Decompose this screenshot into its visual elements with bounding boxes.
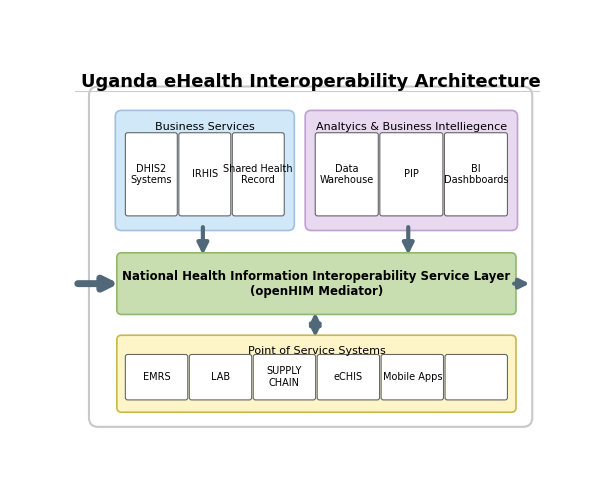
Text: LAB: LAB [211,372,230,382]
FancyBboxPatch shape [253,354,316,400]
Text: eCHIS: eCHIS [334,372,363,382]
FancyBboxPatch shape [232,133,284,216]
Text: SUPPLY
CHAIN: SUPPLY CHAIN [267,367,302,388]
FancyBboxPatch shape [89,87,532,427]
FancyBboxPatch shape [305,110,518,230]
Text: Business Services: Business Services [155,122,254,132]
FancyBboxPatch shape [317,354,380,400]
FancyBboxPatch shape [115,110,295,230]
Text: National Health Information Interoperability Service Layer
(openHIM Mediator): National Health Information Interoperabi… [122,270,511,297]
Text: Shared Health
Record: Shared Health Record [223,164,293,185]
FancyBboxPatch shape [190,354,252,400]
Text: DHIS2
Systems: DHIS2 Systems [131,164,172,185]
Text: BI
Dashbboards: BI Dashbboards [443,164,508,185]
FancyBboxPatch shape [117,335,516,412]
Text: Data
Warehouse: Data Warehouse [320,164,374,185]
Text: Point of Service Systems: Point of Service Systems [248,345,385,356]
Text: IRHIS: IRHIS [192,170,218,179]
Text: Uganda eHealth Interoperability Architecture: Uganda eHealth Interoperability Architec… [81,73,541,91]
FancyBboxPatch shape [179,133,231,216]
FancyBboxPatch shape [445,133,508,216]
FancyBboxPatch shape [315,133,378,216]
Text: Mobile Apps: Mobile Apps [383,372,442,382]
FancyBboxPatch shape [381,354,443,400]
FancyBboxPatch shape [125,133,178,216]
Text: Analtyics & Business Intelliegence: Analtyics & Business Intelliegence [316,122,507,132]
FancyBboxPatch shape [125,354,188,400]
Text: PIP: PIP [404,170,419,179]
FancyBboxPatch shape [380,133,443,216]
Text: EMRS: EMRS [143,372,170,382]
FancyBboxPatch shape [445,354,508,400]
FancyBboxPatch shape [117,253,516,315]
